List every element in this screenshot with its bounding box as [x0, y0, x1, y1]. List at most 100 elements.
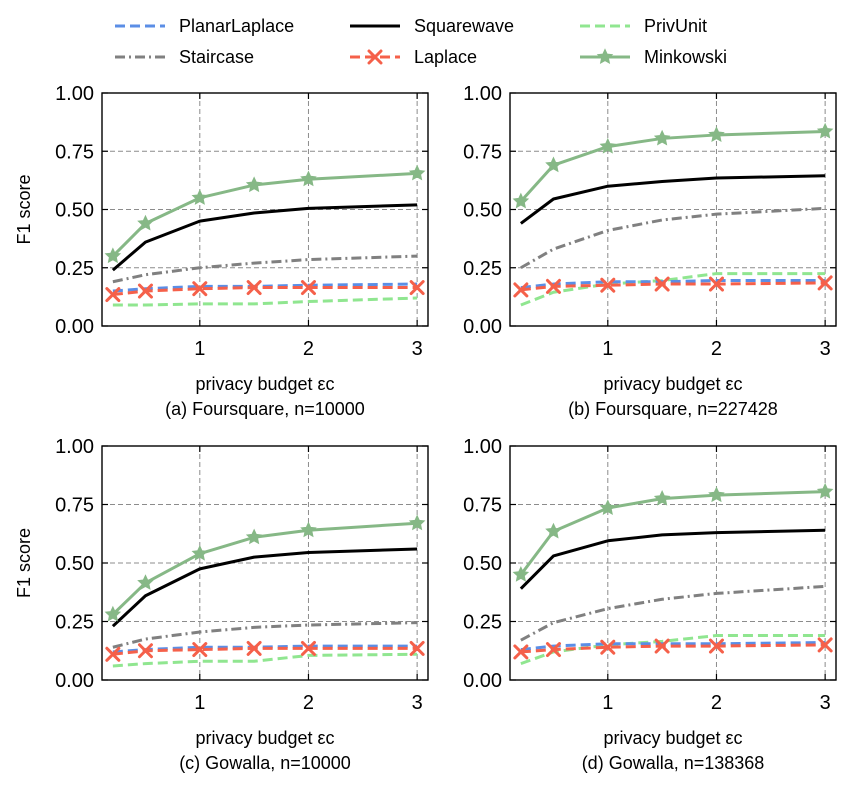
- series-line-staircase: [520, 206, 826, 270]
- y-axis: 0.00 0.25 0.50 0.75 1.00: [55, 83, 428, 338]
- data-point-laplace: [300, 280, 316, 296]
- data-point-minkowski: [245, 528, 263, 545]
- series-planarlaplace: [520, 279, 826, 290]
- gridlines: [510, 446, 836, 680]
- data-point-laplace: [817, 275, 833, 291]
- x-tick-label: 3: [412, 692, 423, 714]
- y-tick-label: 1.00: [463, 436, 502, 458]
- data-point-minkowski: [653, 129, 671, 146]
- data-point-minkowski: [137, 214, 154, 231]
- gridlines: [102, 446, 428, 680]
- legend-item-planarlaplace: PlanarLaplace: [115, 16, 294, 36]
- y-tick-label: 0.50: [463, 200, 502, 222]
- series-planarlaplace: [112, 282, 418, 293]
- series-line-planarlaplace: [520, 279, 826, 290]
- x-tick-label: 1: [194, 338, 205, 360]
- panel-caption: (a) Foursquare, n=10000: [165, 399, 365, 419]
- panels: 0.00 0.25 0.50 0.75 1.00 1 2 3 privacy budget εc…: [14, 83, 837, 773]
- series-line-privunit: [112, 296, 418, 307]
- series-line-planarlaplace: [520, 641, 826, 652]
- series-privunit: [112, 296, 418, 307]
- data-point-laplace: [137, 643, 153, 659]
- panel-b: 0.00 0.25 0.50 0.75 1.00 1 2 3 privacy budget εc…: [463, 83, 837, 419]
- series-group: [512, 122, 834, 307]
- series-line-privunit: [520, 634, 826, 666]
- legend-item-laplace: Laplace: [350, 47, 477, 67]
- panel-c: 0.00 0.25 0.50 0.75 1.00 1 2 3 privacy budget εc…: [14, 436, 429, 773]
- data-point-minkowski: [137, 574, 154, 590]
- series-line-squarewave: [519, 528, 826, 590]
- series-minkowski: [512, 122, 834, 209]
- series-group: [104, 514, 426, 668]
- series-staircase: [112, 254, 418, 284]
- y-tick-label: 0.75: [55, 495, 94, 517]
- legend-item-staircase: Staircase: [115, 47, 254, 67]
- y-tick-label: 0.75: [55, 141, 94, 163]
- data-point-laplace: [600, 639, 616, 655]
- series-group: [104, 164, 426, 307]
- legend-marker-laplace: [367, 49, 383, 65]
- series-line-squarewave: [111, 203, 418, 272]
- data-point-minkowski: [512, 192, 530, 209]
- x-tick-label: 2: [303, 338, 314, 360]
- series-line-minkowski: [519, 490, 826, 576]
- data-point-laplace: [300, 640, 316, 656]
- data-point-minkowski: [545, 156, 562, 173]
- y-tick-label: 0.00: [463, 316, 502, 338]
- data-point-minkowski: [300, 521, 317, 538]
- y-tick-label: 0.50: [55, 553, 94, 575]
- legend-item-minkowski: Minkowski: [580, 47, 727, 67]
- data-point-laplace: [708, 276, 724, 292]
- data-point-laplace: [545, 642, 561, 658]
- data-point-minkowski: [408, 514, 426, 531]
- x-axis: 1 2 3: [194, 446, 423, 714]
- series-line-staircase: [112, 254, 418, 284]
- data-point-laplace: [708, 638, 724, 654]
- series-staircase: [520, 206, 826, 270]
- series-line-planarlaplace: [112, 644, 418, 654]
- series-squarewave: [111, 547, 418, 628]
- data-point-minkowski: [653, 489, 671, 506]
- data-point-minkowski: [408, 164, 426, 181]
- series-privunit: [520, 272, 826, 307]
- y-tick-label: 0.75: [463, 141, 502, 163]
- x-axis: 1 2 3: [194, 93, 423, 360]
- data-point-minkowski: [300, 170, 317, 187]
- y-axis: 0.00 0.25 0.50 0.75 1.00: [463, 83, 836, 338]
- legend-label-squarewave: Squarewave: [414, 16, 514, 36]
- data-point-laplace: [817, 637, 833, 653]
- x-tick-label: 3: [412, 338, 423, 360]
- panel-d: 0.00 0.25 0.50 0.75 1.00 1 2 3 privacy budget εc…: [463, 436, 837, 773]
- legend-label-minkowski: Minkowski: [644, 47, 727, 67]
- data-point-laplace: [192, 642, 208, 658]
- y-tick-label: 0.00: [55, 316, 94, 338]
- panel-caption: (c) Gowalla, n=10000: [179, 753, 351, 773]
- data-point-laplace: [246, 280, 262, 296]
- x-axis-label: privacy budget εc: [195, 728, 334, 748]
- data-point-minkowski: [191, 544, 209, 561]
- series-line-staircase: [520, 584, 826, 642]
- data-point-laplace: [105, 287, 121, 303]
- data-point-minkowski: [816, 482, 834, 499]
- y-tick-label: 1.00: [463, 83, 502, 105]
- x-axis-label: privacy budget εc: [603, 374, 742, 394]
- y-tick-label: 0.25: [55, 612, 94, 634]
- data-point-laplace: [409, 640, 425, 656]
- panel-a: 0.00 0.25 0.50 0.75 1.00 1 2 3 privacy budget εc…: [14, 83, 429, 419]
- legend-label-staircase: Staircase: [179, 47, 254, 67]
- series-laplace: [513, 275, 833, 298]
- series-privunit: [520, 634, 826, 666]
- series-laplace: [105, 640, 425, 662]
- data-point-laplace: [105, 646, 121, 662]
- series-laplace: [513, 637, 833, 660]
- series-staircase: [520, 584, 826, 642]
- x-axis: 1 2 3: [602, 93, 831, 360]
- data-point-minkowski: [708, 126, 725, 142]
- x-axis: 1 2 3: [602, 446, 831, 714]
- y-tick-label: 0.50: [463, 553, 502, 575]
- legend-marker-minkowski: [596, 48, 614, 65]
- x-tick-label: 3: [820, 338, 831, 360]
- series-line-privunit: [112, 652, 418, 668]
- panel-caption: (d) Gowalla, n=138368: [582, 753, 765, 773]
- series-squarewave: [519, 528, 826, 590]
